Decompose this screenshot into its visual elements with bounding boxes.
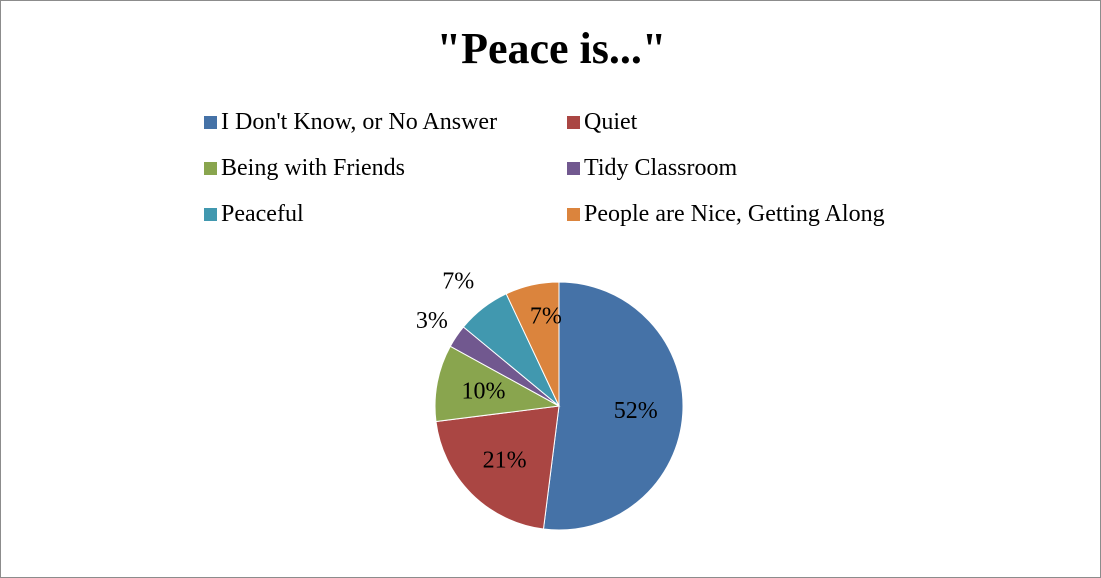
legend-swatch-tidy-classroom	[567, 161, 580, 175]
pie-slice-being-with-friends	[434, 345, 561, 423]
data-label-dont-know: 52%	[614, 398, 658, 424]
legend-label-being-with-friends: Being with Friends	[221, 155, 405, 181]
legend-item-tidy-classroom: Tidy Classroom	[567, 153, 737, 183]
legend-swatch-people-are-nice	[567, 207, 580, 221]
legend-item-quiet: Quiet	[567, 107, 637, 137]
legend-label-dont-know: I Don't Know, or No Answer	[221, 109, 498, 135]
legend-label-peaceful: Peaceful	[221, 201, 304, 227]
legend-item-being-with-friends: Being with Friends	[204, 153, 405, 183]
legend-swatch-peaceful	[204, 207, 217, 221]
data-label-quiet: 21%	[483, 447, 527, 473]
data-label-peaceful: 7%	[442, 268, 474, 294]
pie-slice-people-are-nice	[505, 281, 560, 407]
pie-slice-quiet	[435, 405, 560, 530]
chart-title: "Peace is..."	[436, 24, 667, 73]
legend-item-dont-know: I Don't Know, or No Answer	[204, 107, 497, 137]
legend-label-quiet: Quiet	[584, 109, 638, 135]
legend: I Don't Know, or No Answer Quiet Being w…	[204, 107, 964, 237]
legend-label-tidy-classroom: Tidy Classroom	[584, 155, 738, 181]
pie-slice-dont-know	[542, 281, 684, 531]
data-label-tidy-classroom: 3%	[416, 308, 448, 334]
legend-label-people-are-nice: People are Nice, Getting Along	[584, 201, 885, 227]
data-label-people-are-nice: 7%	[530, 304, 562, 330]
legend-item-peaceful: Peaceful	[204, 199, 304, 229]
legend-swatch-quiet	[567, 115, 580, 129]
legend-item-people-are-nice: People are Nice, Getting Along	[567, 199, 885, 229]
legend-swatch-dont-know	[204, 115, 217, 129]
legend-swatch-being-with-friends	[204, 161, 217, 175]
data-label-being-with-friends: 10%	[461, 379, 505, 405]
